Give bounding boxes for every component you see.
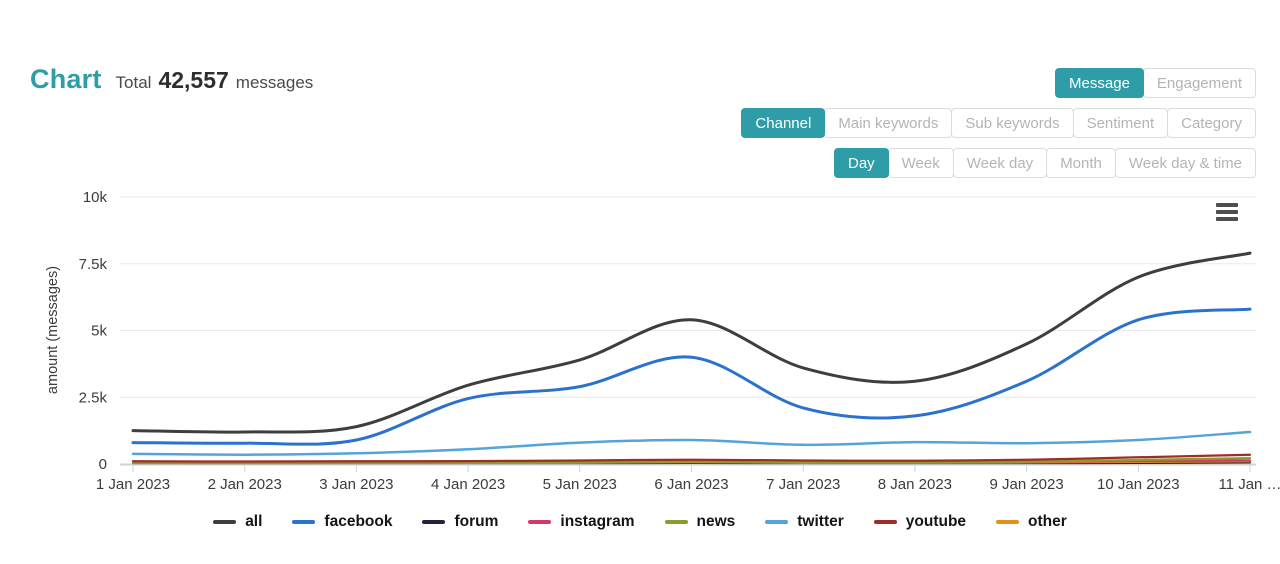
hamburger-icon [1216,210,1238,214]
total-messages: Total 42,557 messages [116,67,314,94]
legend-label: all [245,513,263,530]
y-tick-label: 10k [83,189,108,206]
tab-week-day-time[interactable]: Week day & time [1114,148,1256,178]
toolbar-dimension: Channel Main keywords Sub keywords Sentimen… [741,108,1256,138]
legend-item-facebook[interactable]: facebook [292,513,392,531]
series-line-youtube [131,453,1252,463]
legend-label: facebook [324,513,393,530]
chart-menu-button[interactable] [1216,199,1244,225]
x-tick-label: 4 Jan 2023 [431,476,505,493]
x-tick-label: 1 Jan 2023 [96,476,170,493]
legend-item-other[interactable]: other [996,513,1067,531]
y-axis-title: amount (messages) [45,266,61,394]
legend-swatch-all [213,520,237,524]
series-line-all [131,251,1252,434]
legend-item-instagram[interactable]: instagram [528,513,635,531]
hamburger-icon [1216,203,1238,207]
tab-channel[interactable]: Channel [741,108,826,138]
tab-category[interactable]: Category [1167,108,1256,138]
legend-label: forum [454,513,499,530]
legend-label: instagram [560,513,635,530]
total-value: 42,557 [158,67,229,93]
tab-week[interactable]: Week [887,148,954,178]
x-tick-label: 10 Jan 2023 [1097,476,1180,493]
x-tick-label: 6 Jan 2023 [654,476,728,493]
legend-item-youtube[interactable]: youtube [873,513,967,531]
toolbar-granularity: Day Week Week day Month Week day & time [833,148,1256,178]
tab-month[interactable]: Month [1046,148,1116,178]
legend-label: twitter [797,513,844,530]
legend-swatch-youtube [873,520,897,524]
legend-item-all[interactable]: all [213,513,262,531]
x-tick-label: 8 Jan 2023 [878,476,952,493]
tab-main-keywords[interactable]: Main keywords [824,108,953,138]
hamburger-icon [1216,217,1238,221]
y-tick-label: 2.5k [79,389,108,406]
toolbar-view: Message Engagement [1055,68,1256,98]
series-line-twitter [131,430,1252,456]
chart-legend: all facebook forum instagram news twitter yout… [0,513,1280,531]
legend-swatch-news [664,520,688,524]
total-label: Total [115,73,152,92]
y-tick-label: 5k [91,323,107,340]
legend-item-twitter[interactable]: twitter [765,513,844,531]
legend-label: youtube [905,513,967,530]
page-title: Chart [30,64,102,94]
y-tick-label: 0 [99,456,107,473]
tab-sub-keywords[interactable]: Sub keywords [951,108,1074,138]
total-unit: messages [235,73,314,92]
x-tick-label: 2 Jan 2023 [208,476,282,493]
legend-swatch-forum [422,520,446,524]
legend-swatch-instagram [528,520,552,524]
x-tick-label: 11 Jan … [1218,476,1280,493]
chart-header: Chart Total 42,557 messages [30,64,313,95]
legend-swatch-twitter [765,520,789,524]
x-tick-label: 5 Jan 2023 [543,476,617,493]
series-line-facebook [131,307,1252,446]
x-tick-label: 7 Jan 2023 [766,476,840,493]
series-line-news [131,456,1252,465]
tab-day[interactable]: Day [833,148,889,178]
legend-item-forum[interactable]: forum [422,513,498,531]
y-tick-label: 7.5k [79,256,108,273]
x-tick-label: 9 Jan 2023 [989,476,1063,493]
legend-swatch-other [996,520,1020,524]
legend-item-news[interactable]: news [664,513,736,531]
legend-label: other [1028,513,1067,530]
legend-swatch-facebook [292,520,316,524]
tab-week-day[interactable]: Week day [952,148,1048,178]
x-tick-label: 3 Jan 2023 [319,476,393,493]
tab-engagement[interactable]: Engagement [1142,68,1256,98]
tab-message[interactable]: Message [1055,68,1144,98]
legend-label: news [696,513,736,530]
tab-sentiment[interactable]: Sentiment [1072,108,1169,138]
